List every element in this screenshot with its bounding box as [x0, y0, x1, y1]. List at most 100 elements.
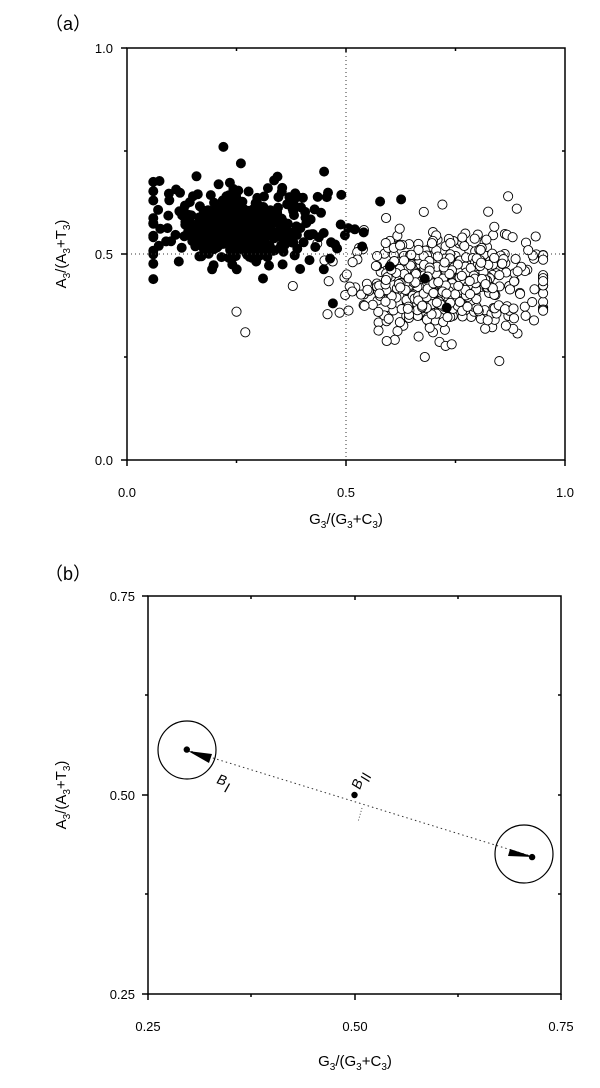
open-circle-point [392, 326, 403, 337]
open-circle-point [343, 305, 354, 316]
filled-circle-point [180, 219, 191, 230]
open-circle-point [528, 315, 540, 326]
open-circle-point [347, 286, 358, 297]
open-circle-point [373, 325, 384, 336]
filled-circle-point [278, 220, 289, 231]
filled-circle-point [192, 189, 203, 200]
filled-circle-point [155, 223, 166, 234]
panel-b-ytick-label: 0.50 [110, 788, 135, 803]
open-circle-point [482, 315, 493, 326]
open-circle-point [441, 288, 452, 299]
open-circle-point [510, 253, 521, 265]
filled-circle-point [166, 236, 177, 247]
filled-circle-point [223, 252, 234, 263]
filled-circle-point [272, 206, 283, 217]
open-circle-point [413, 331, 424, 342]
panel-b-midpoint-tick [357, 807, 363, 823]
filled-circle-point [223, 203, 234, 214]
open-circle-point [373, 306, 384, 317]
open-circle-point [512, 266, 523, 277]
panel-a-label: （a） [45, 14, 91, 34]
panel-b-connecting-line [186, 749, 535, 858]
annotation-B-I-sub: I [223, 779, 232, 795]
filled-circle-point [277, 259, 288, 270]
open-circle-point [347, 257, 358, 268]
filled-circle-point [233, 200, 244, 211]
open-circle-point [418, 206, 429, 217]
open-circle-point [462, 301, 473, 312]
open-circle-point [240, 327, 251, 338]
filled-circle-point [194, 251, 205, 262]
filled-circle-point [292, 243, 303, 254]
open-circle-point [381, 335, 392, 347]
annotation-B-II: B II [348, 771, 375, 791]
open-circle-point [465, 289, 476, 300]
panel-b-cluster-ellipse-I [157, 720, 217, 780]
open-circle-point [370, 260, 381, 272]
filled-circle-point [266, 216, 277, 227]
filled-circle-point [291, 229, 302, 240]
open-circle-point [500, 320, 511, 331]
open-circle-point [472, 304, 484, 315]
filled-circle-point [194, 201, 205, 212]
panel-a-ytick-label: 0.5 [95, 247, 113, 262]
panel-b-arrow-II [508, 849, 534, 857]
open-circle-point [395, 282, 406, 293]
filled-circle-point [184, 197, 195, 208]
filled-circle-point [243, 186, 254, 197]
filled-circle-point [148, 195, 159, 206]
open-circle-point [480, 279, 491, 290]
filled-circle-point [148, 218, 159, 229]
filled-circle-point [211, 202, 222, 213]
open-circle-point [323, 276, 334, 287]
open-circle-point [515, 288, 526, 299]
filled-circle-point [321, 192, 332, 203]
open-circle-point [499, 304, 511, 315]
filled-circle-point [153, 240, 164, 251]
filled-circle-point [148, 258, 159, 269]
panel-b-ytick-label: 0.75 [110, 589, 135, 604]
panel-b-xtick-label: 0.25 [135, 1019, 160, 1034]
filled-circle-point [235, 158, 246, 169]
open-circle-point [497, 258, 508, 269]
filled-circle-point [148, 232, 159, 243]
open-circle-point [509, 276, 520, 287]
open-circle-point [374, 288, 385, 299]
filled-circle-point [163, 210, 174, 221]
filled-circle-point [375, 196, 386, 207]
filled-circle-point [384, 261, 395, 272]
filled-circle-point [245, 250, 256, 261]
filled-circle-point [185, 227, 196, 238]
annotation-B-I: B I [215, 771, 232, 796]
filled-circle-point [327, 298, 338, 309]
filled-circle-point [250, 234, 261, 245]
open-circle-point [380, 274, 392, 286]
filled-circle-point [310, 241, 321, 252]
open-circle-point [395, 240, 406, 251]
filled-circle-point [330, 239, 341, 250]
open-circle-point [476, 257, 487, 268]
filled-circle-point [263, 260, 274, 271]
filled-circle-point [273, 192, 284, 203]
open-circle-point [419, 351, 430, 363]
filled-circle-point [396, 194, 407, 205]
open-circle-point [475, 244, 486, 256]
open-circle-point [507, 232, 518, 243]
filled-circle-point [234, 215, 245, 226]
panel-b-arrow-I [188, 751, 212, 763]
panel-a: （a） 0.0 0.5 1.0 0.0 0.5 1.0 [45, 14, 574, 531]
filled-circle-point [264, 240, 275, 251]
filled-circle-point [335, 219, 346, 230]
filled-circle-point [153, 204, 164, 215]
panel-a-ytick-label: 1.0 [95, 41, 113, 56]
panel-b-xtick-label: 0.50 [342, 1019, 367, 1034]
open-circle-point [424, 322, 435, 333]
filled-circle-point [298, 237, 309, 248]
panel-b-xtick-label: 0.75 [548, 1019, 573, 1034]
open-circle-point [394, 223, 405, 234]
filled-circle-point [216, 225, 227, 236]
filled-circle-point [262, 183, 273, 194]
open-circle-point [538, 305, 549, 316]
open-circle-point [481, 234, 492, 245]
